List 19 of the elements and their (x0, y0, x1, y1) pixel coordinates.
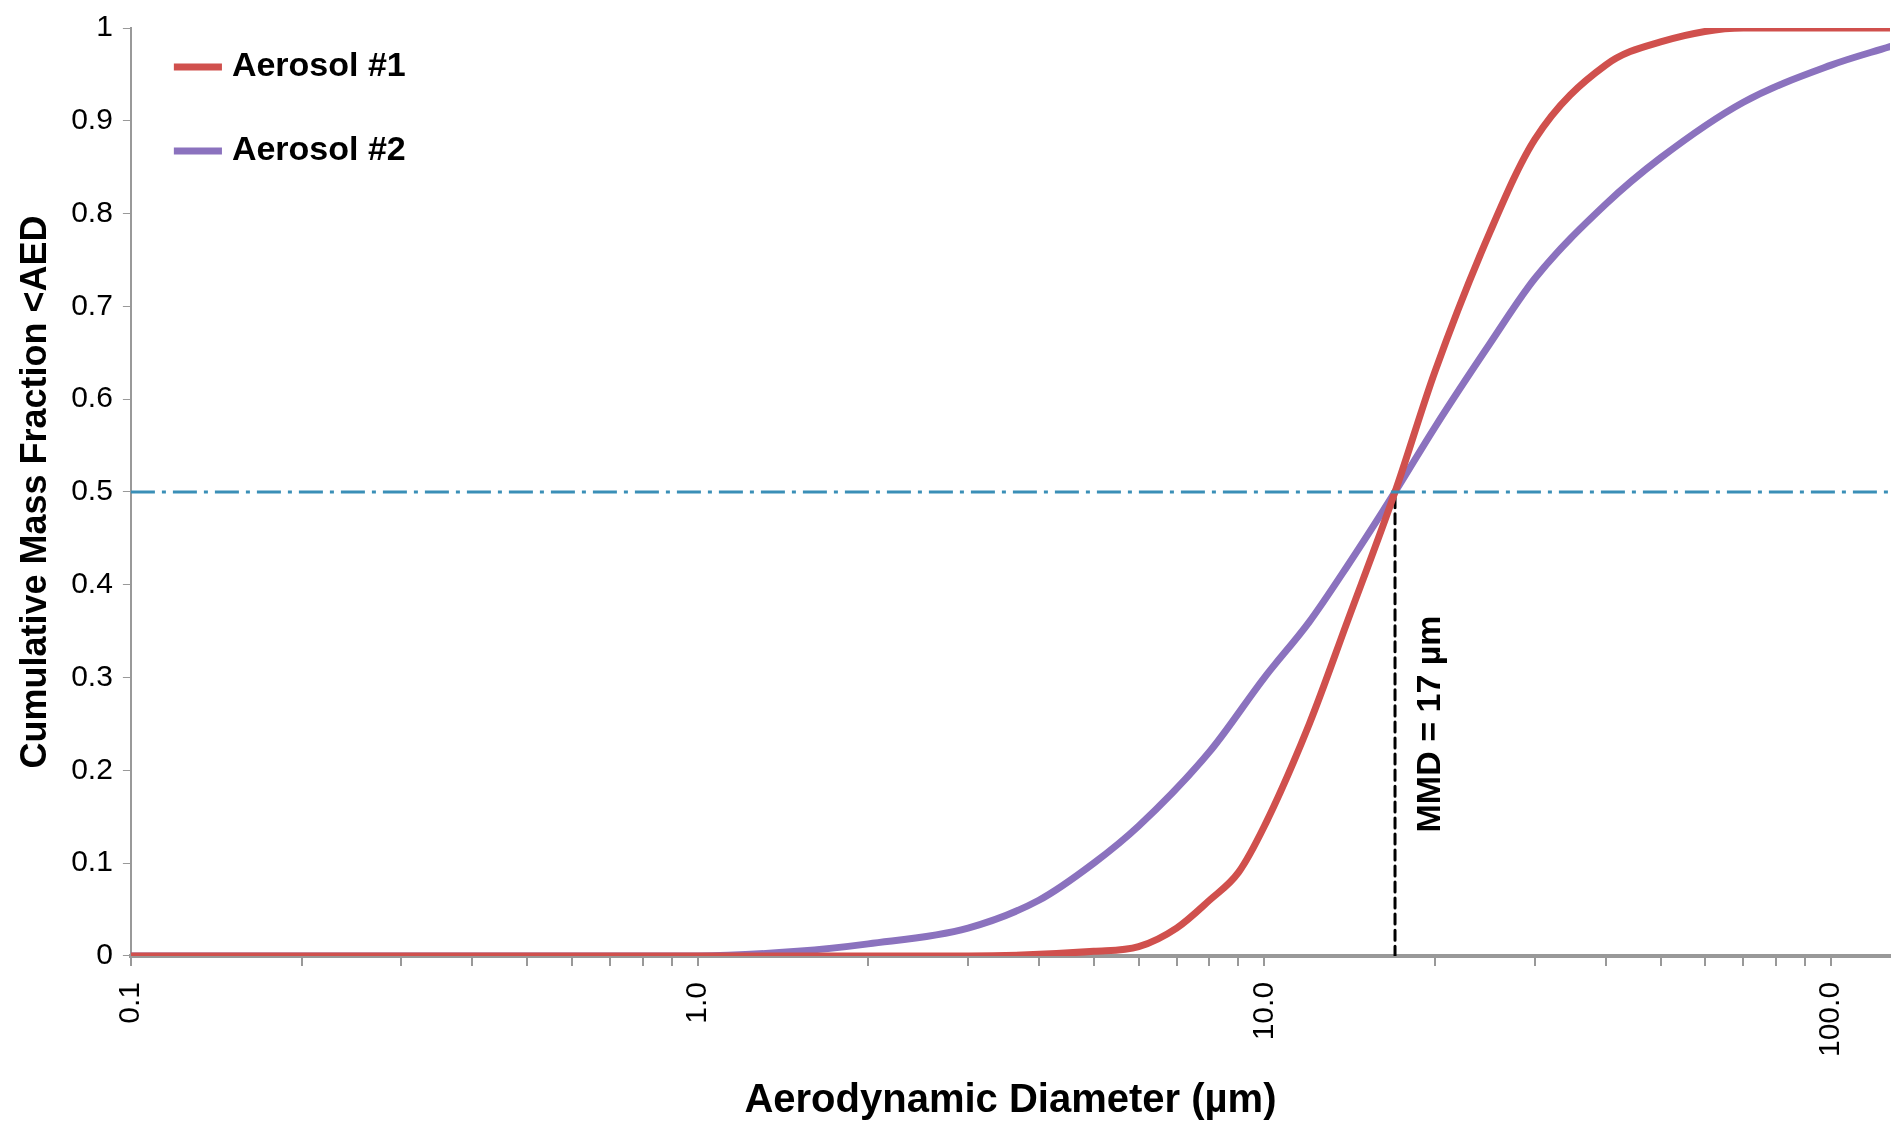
y-tick-label: 0.1 (71, 844, 113, 878)
legend-label: Aerosol #1 (231, 45, 406, 84)
y-tick-label: 0.3 (71, 658, 113, 692)
annotation: MMD = 17 µm (1409, 615, 1448, 833)
y-tick-label: 0.9 (71, 102, 113, 136)
x-axis-title: Aerodynamic Diameter (µm) (744, 1076, 1277, 1121)
y-axis-title: Cumulative Mass Fraction <AED (12, 215, 54, 769)
y-tick-label: 0.5 (71, 473, 113, 507)
x-tick-label: 1.0 (678, 981, 712, 1024)
x-tick-label: 100.0 (1812, 981, 1846, 1057)
y-tick-label: 0.8 (71, 194, 113, 228)
y-tick-label: 0.6 (71, 380, 113, 414)
y-tick-label: 1 (96, 9, 113, 43)
y-tick-label: 0.4 (71, 566, 113, 600)
y-tick-label: 0.2 (71, 751, 113, 785)
legend-label: Aerosol #2 (231, 129, 406, 168)
x-tick-label: 10.0 (1245, 981, 1279, 1041)
y-tick-label: 0.7 (71, 287, 113, 321)
y-tick-label: 0 (96, 937, 113, 971)
